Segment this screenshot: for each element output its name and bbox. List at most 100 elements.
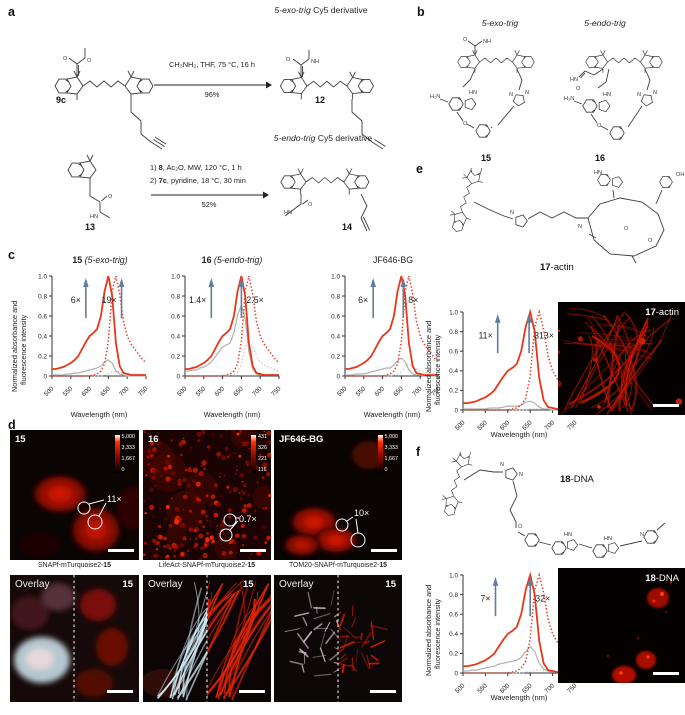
svg-text:0.4: 0.4 <box>449 368 458 375</box>
svg-text:N: N <box>653 90 657 96</box>
micro-content: 10× <box>274 430 402 560</box>
colorbar: 5,000 3,333 1,667 0 <box>114 434 135 473</box>
svg-text:0: 0 <box>43 373 47 380</box>
image-tag: JF646-BG <box>279 434 324 445</box>
svg-text:0.8: 0.8 <box>449 592 458 599</box>
svg-text:700: 700 <box>118 385 131 398</box>
overlay-image-2: Overlay <box>143 575 271 702</box>
svg-text:O: O <box>108 194 113 200</box>
svg-text:0.4: 0.4 <box>38 333 47 340</box>
svg-text:0.2: 0.2 <box>449 388 458 395</box>
svg-text:500: 500 <box>43 385 56 398</box>
svg-text:0.4: 0.4 <box>171 333 180 340</box>
compound-label-15: 15 <box>481 153 492 163</box>
caption-3: TOM20-SNAPf-mTurquoise2-15 <box>288 562 388 569</box>
panel-label-f: f <box>416 445 421 459</box>
reaction1-yield: 96% <box>204 90 220 99</box>
svg-text:550: 550 <box>62 385 75 398</box>
svg-text:6×: 6× <box>71 295 81 305</box>
svg-text:Wavelength (nm): Wavelength (nm) <box>491 430 548 439</box>
svg-text:0: 0 <box>454 670 458 677</box>
c-plot2-title: 16 (5-endo-trig) <box>201 255 263 265</box>
svg-text:N: N <box>637 92 641 98</box>
reaction2-yield: 52% <box>201 200 217 209</box>
compound-label-16: 16 <box>595 153 606 163</box>
svg-text:1.0: 1.0 <box>449 572 458 579</box>
svg-text:313×: 313× <box>534 330 554 340</box>
svg-text:N: N <box>509 92 513 98</box>
svg-text:0.2: 0.2 <box>38 353 47 360</box>
reaction2-title: 5-endo-trig Cy5 derivative <box>273 133 373 143</box>
svg-text:650: 650 <box>99 385 112 398</box>
overlay-right-label: 15 <box>122 579 133 590</box>
colorbar: 431 326 221 116 <box>251 434 267 473</box>
svg-text:550: 550 <box>476 419 489 432</box>
compound-label-13: 13 <box>85 222 96 232</box>
compound-label-12: 12 <box>315 95 326 105</box>
b-left-title: 5-exo-trig <box>481 18 519 28</box>
svg-text:650: 650 <box>232 385 245 398</box>
svg-text:0.8: 0.8 <box>331 293 340 300</box>
micro-image-15: 15 5,000 3,333 1,667 0 11× <box>10 430 139 560</box>
svg-text:HN: HN <box>594 170 602 176</box>
svg-text:600: 600 <box>374 385 387 398</box>
svg-text:H₂N: H₂N <box>564 96 574 102</box>
svg-text:HN: HN <box>604 536 612 542</box>
svg-text:700: 700 <box>411 385 424 398</box>
panel-label-a: a <box>8 5 15 19</box>
svg-text:O: O <box>286 57 291 63</box>
svg-text:O: O <box>518 524 523 530</box>
svg-text:0.6: 0.6 <box>331 313 340 320</box>
colorbar-gradient <box>114 435 120 473</box>
reaction1-conditions: CH₃NH₂, THF, 75 °C, 16 h <box>169 60 255 69</box>
svg-text:750: 750 <box>566 419 579 432</box>
fold-annotation: 0.7× <box>239 514 257 524</box>
svg-text:7×: 7× <box>480 593 490 603</box>
svg-text:HN: HN <box>570 77 578 83</box>
svg-text:O: O <box>648 238 653 244</box>
caption-1: SNAPf-mTurquoise2-15 <box>38 562 111 569</box>
svg-text:11×: 11× <box>478 330 492 340</box>
compound-label-18: 18-DNA <box>560 474 594 485</box>
scale-bar <box>653 672 679 675</box>
micro-content: 0.7× <box>143 430 271 560</box>
svg-text:NH: NH <box>483 39 491 45</box>
svg-text:750: 750 <box>270 385 283 398</box>
svg-text:2.5×: 2.5× <box>246 295 263 305</box>
svg-text:H₂N: H₂N <box>430 94 440 100</box>
svg-text:HN: HN <box>469 90 477 96</box>
scale-bar <box>370 690 396 693</box>
structure-16: HN O H₂N HN N N O <box>564 32 681 140</box>
compound-label-17: 17-actin <box>540 262 574 273</box>
svg-text:0.2: 0.2 <box>331 353 340 360</box>
panel-label-d: d <box>8 418 16 432</box>
svg-text:750: 750 <box>566 682 579 695</box>
compound-label-9c: 9c <box>56 95 67 105</box>
fold-annotation: 11× <box>107 494 122 504</box>
svg-text:O: O <box>463 121 468 127</box>
colorbar-gradient <box>251 435 256 473</box>
overlay-label: Overlay <box>279 579 314 590</box>
svg-text:0.6: 0.6 <box>171 313 180 320</box>
structure-18: N N O HN HN N <box>424 452 666 558</box>
structure-13: O HN <box>52 148 113 220</box>
svg-text:550: 550 <box>355 385 368 398</box>
scale-bar <box>239 690 265 693</box>
svg-text:6×: 6× <box>358 295 368 305</box>
svg-text:1.0: 1.0 <box>449 309 458 316</box>
structure-12: O NH <box>268 50 386 150</box>
svg-text:Wavelength (nm): Wavelength (nm) <box>204 410 261 419</box>
scale-bar <box>108 549 134 552</box>
micro-content <box>143 575 271 702</box>
svg-text:550: 550 <box>476 682 489 695</box>
svg-text:19×: 19× <box>102 295 117 305</box>
reaction2-conditions-1: 1) 8, Ac₂O, MW, 120 °C, 1 h <box>150 163 242 172</box>
c-plot1-title: 15 (5-exo-trig) <box>72 255 128 265</box>
compound-label-14: 14 <box>342 222 353 232</box>
svg-text:0.8: 0.8 <box>171 293 180 300</box>
svg-text:HN: HN <box>90 214 98 220</box>
svg-text:0: 0 <box>176 373 180 380</box>
reaction1-title: 5-exo-trig Cy5 derivative <box>274 5 368 15</box>
